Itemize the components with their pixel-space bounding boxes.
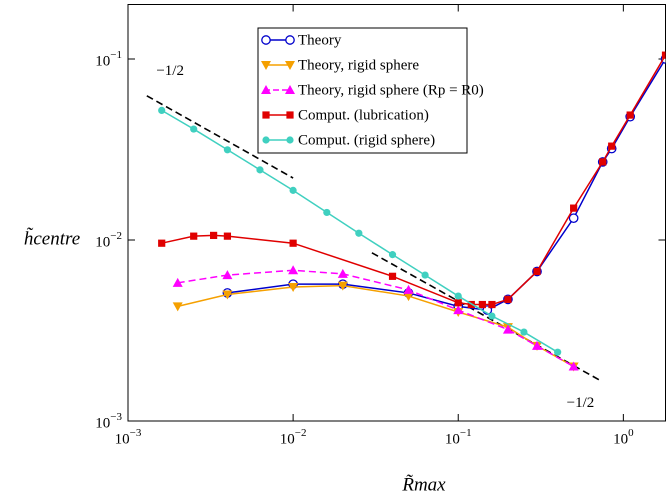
marker [285,61,295,70]
marker [626,111,634,119]
marker [223,146,232,154]
marker [502,324,513,334]
marker [570,204,578,212]
marker [261,85,271,94]
legend-label: Theory, rigid sphere (Rp = R0) [298,82,484,98]
marker [190,125,198,133]
marker [289,239,297,247]
x-tick-label: 10−2 [280,427,307,448]
marker [337,281,348,291]
marker [355,229,363,237]
legend-label: Comput. (lubrication) [298,107,429,123]
marker [388,272,397,280]
marker [222,270,233,280]
marker [190,232,198,240]
marker [421,271,429,279]
annotation: −1/2 [156,63,184,79]
reference-line [146,95,294,179]
marker [608,142,616,150]
marker [403,284,414,294]
marker [488,312,496,320]
y-axis-title: h̃centre [24,228,80,250]
marker [286,111,294,119]
marker [488,300,496,309]
marker [661,51,666,59]
series-line [177,284,575,368]
marker [210,231,218,240]
reference-line [371,252,601,381]
marker [285,35,295,45]
marker [286,136,294,144]
marker [337,268,348,278]
marker [288,282,299,292]
marker [289,186,297,194]
marker [454,299,462,307]
y-tick-label: 10−3 [95,411,122,432]
marker [172,277,183,287]
x-axis-title: R̃max [401,474,446,495]
marker [403,292,414,302]
marker [285,85,295,94]
legend-label: Comput. (rigid sphere) [298,132,435,148]
marker [568,213,579,224]
marker [172,302,183,312]
marker [222,290,233,300]
marker [568,361,579,371]
marker [532,340,543,350]
marker [261,61,271,70]
marker [520,328,528,336]
y-tick-label: 10−2 [95,230,122,251]
series-line [177,269,575,368]
x-tick-label: 100 [613,427,634,448]
marker [262,136,270,144]
marker [323,208,331,217]
marker [158,239,166,247]
marker [288,265,299,275]
marker [454,292,462,300]
marker [262,111,270,119]
marker [554,348,562,356]
marker [223,232,232,240]
marker [256,166,264,174]
x-tick-label: 10−3 [115,427,142,448]
x-tick-label: 10−1 [445,427,472,448]
y-tick-label: 10−1 [95,49,122,70]
marker [388,251,397,259]
marker [504,295,512,303]
marker [158,106,166,114]
legend-label: Theory, rigid sphere [298,57,419,73]
annotation: −1/2 [567,395,595,411]
marker [533,267,541,276]
marker [453,305,464,315]
marker [599,158,607,166]
marker [478,300,486,309]
legend-label: Theory [298,32,342,48]
plot-area [146,51,666,381]
marker [261,35,271,45]
